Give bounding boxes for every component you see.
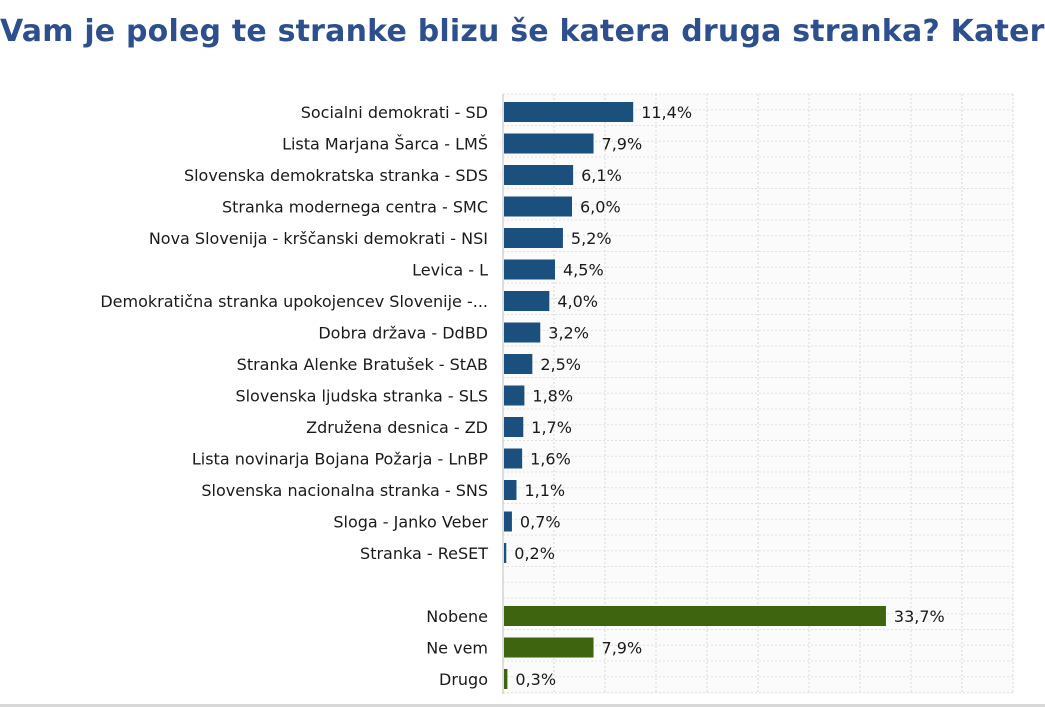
bar (504, 196, 572, 217)
data-label: 5,2% (571, 229, 612, 248)
category-label: Slovenska demokratska stranka - SDS (184, 166, 488, 185)
data-label: 0,3% (515, 670, 556, 689)
bar (504, 448, 523, 469)
data-label: 1,8% (532, 387, 573, 406)
category-label: Lista novinarja Bojana Požarja - LnBP (192, 450, 488, 469)
bar (504, 606, 886, 626)
bar (504, 133, 594, 154)
data-label: 4,0% (557, 292, 598, 311)
category-label: Stranka modernega centra - SMC (222, 198, 488, 217)
data-label: 3,2% (548, 324, 589, 343)
data-label: 11,4% (641, 103, 692, 122)
bar (504, 669, 508, 689)
category-label: Demokratična stranka upokojencev Sloveni… (100, 292, 488, 311)
bottom-divider (0, 704, 1045, 707)
bar (504, 259, 555, 280)
labels: Socialni demokrati - SD 11,4% Lista Marjan… (100, 103, 944, 689)
data-label: 6,0% (580, 198, 621, 217)
grid (502, 93, 1014, 694)
category-label: Drugo (439, 670, 488, 689)
category-label: Slovenska nacionalna stranka - SNS (201, 481, 488, 500)
category-label: Nova Slovenija - krščanski demokrati - N… (149, 229, 488, 248)
category-label: Socialni demokrati - SD (301, 103, 488, 122)
data-label: 0,7% (520, 513, 561, 532)
category-label: Levica - L (412, 261, 488, 280)
category-label: Stranka Alenke Bratušek - StAB (237, 355, 488, 374)
data-label: 6,1% (581, 166, 622, 185)
bar (504, 480, 517, 500)
bar (504, 165, 574, 185)
bar (504, 417, 524, 437)
bar (504, 637, 594, 658)
category-label: Slovenska ljudska stranka - SLS (235, 387, 488, 406)
category-label: Združena desnica - ZD (306, 418, 488, 437)
category-label: Nobene (426, 607, 488, 626)
data-label: 4,5% (563, 261, 604, 280)
data-label: 1,1% (524, 481, 565, 500)
category-label: Stranka - ReSET (360, 544, 488, 563)
bar (504, 322, 541, 343)
bar (504, 102, 634, 122)
category-label: Ne vem (426, 639, 488, 658)
data-label: 1,7% (531, 418, 572, 437)
category-label: Dobra država - DdBD (318, 324, 488, 343)
category-label: Lista Marjana Šarca - LMŠ (282, 135, 488, 154)
bar (504, 543, 507, 563)
bar (504, 291, 550, 311)
data-label: 1,6% (530, 450, 571, 469)
bar (504, 511, 512, 532)
data-label: 7,9% (602, 639, 643, 658)
bar (504, 385, 525, 406)
data-label: 33,7% (894, 607, 945, 626)
bars (504, 102, 886, 689)
data-label: 2,5% (540, 355, 581, 374)
chart-title: Vam je poleg te stranke blizu še katera … (0, 14, 1045, 49)
bar (504, 354, 533, 374)
data-label: 0,2% (514, 544, 555, 563)
data-label: 7,9% (602, 135, 643, 154)
bar (504, 228, 563, 248)
category-label: Sloga - Janko Veber (333, 513, 488, 532)
